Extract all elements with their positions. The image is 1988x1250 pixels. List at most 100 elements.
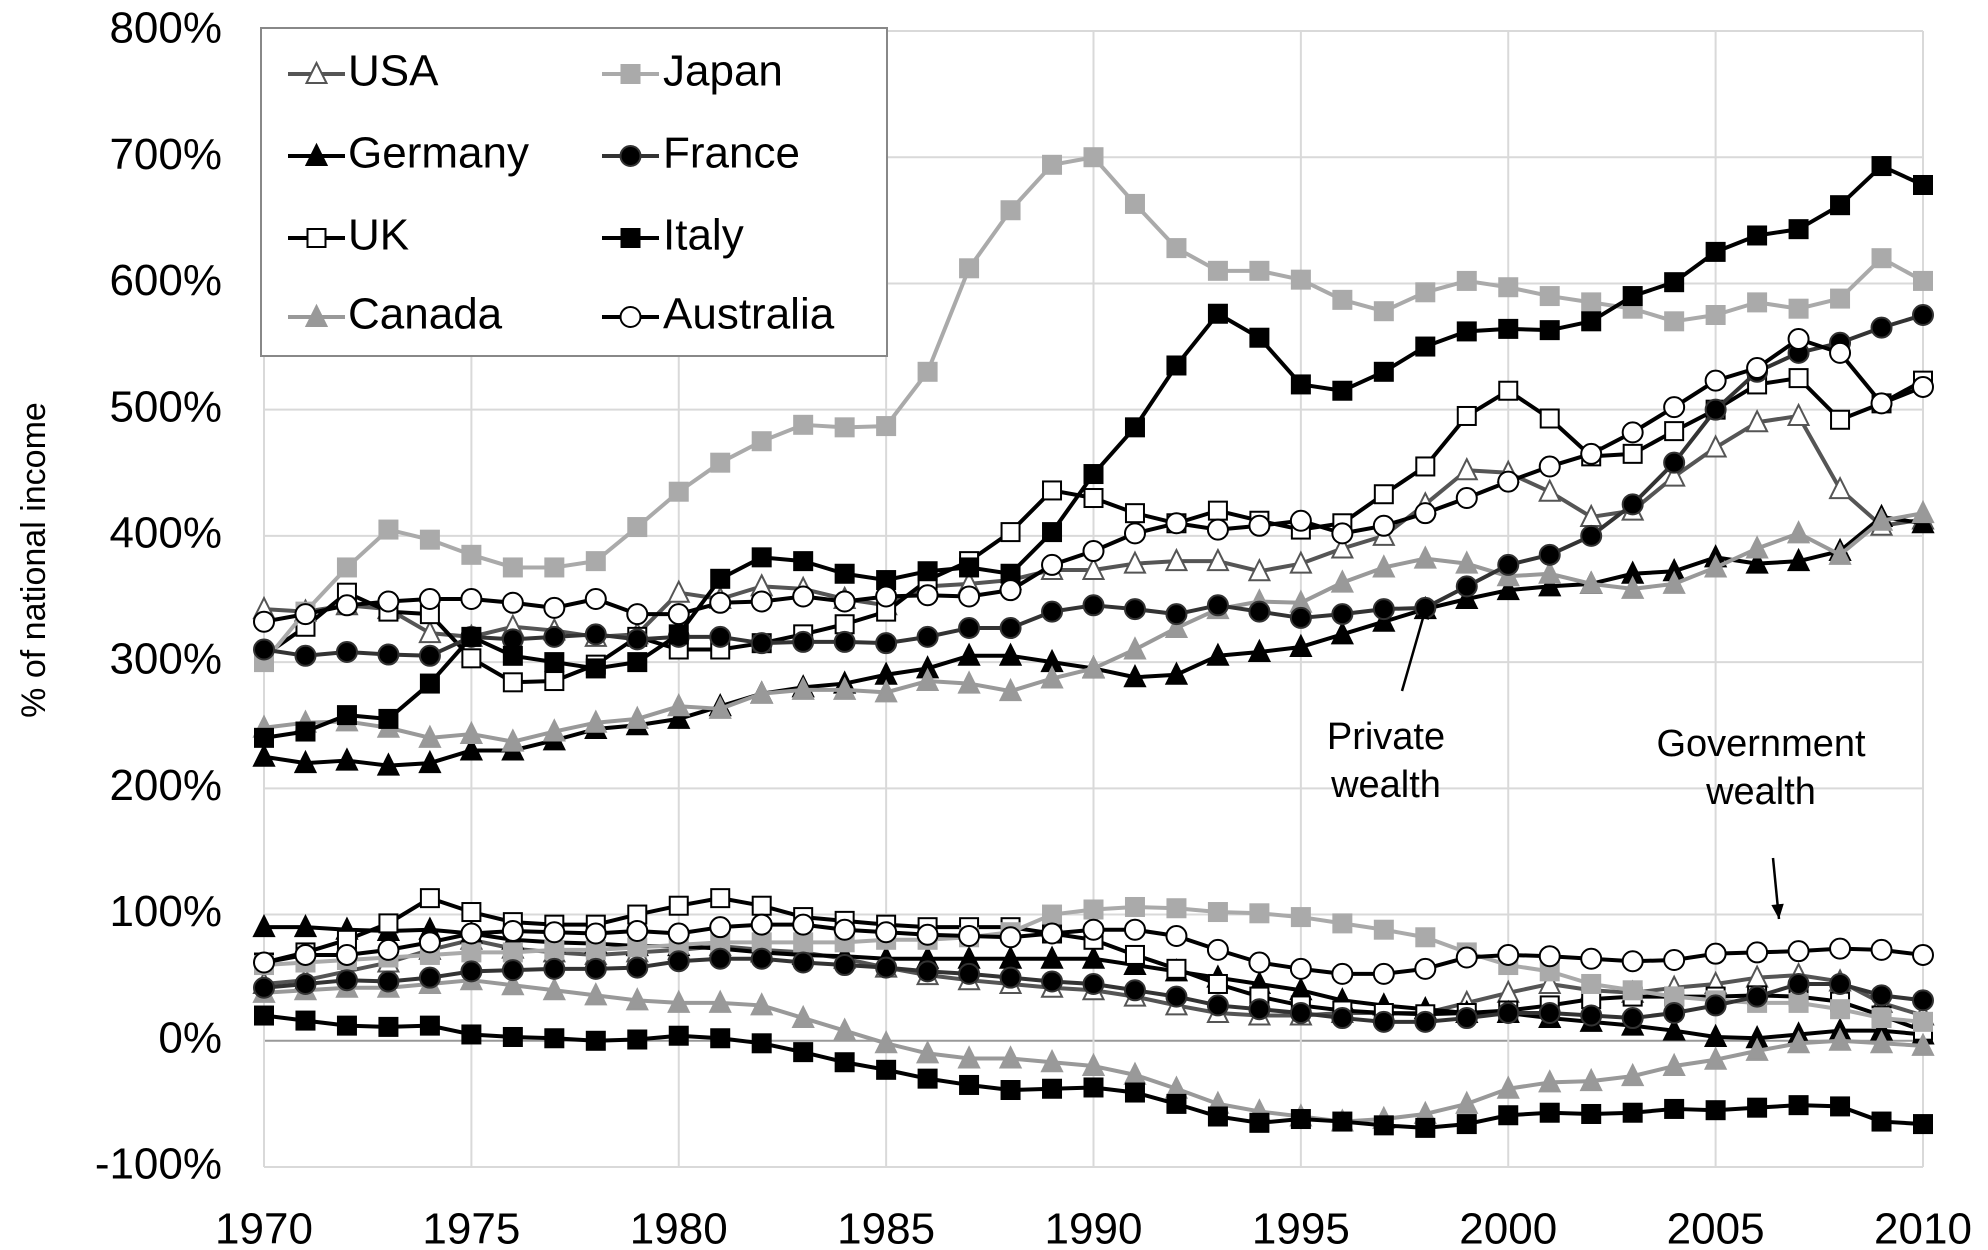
marker bbox=[1829, 972, 1852, 995]
marker bbox=[1830, 1096, 1851, 1117]
marker bbox=[1331, 962, 1354, 985]
marker bbox=[502, 942, 523, 963]
marker bbox=[419, 673, 440, 694]
marker bbox=[1538, 1069, 1562, 1093]
marker bbox=[1497, 943, 1520, 966]
marker bbox=[750, 947, 773, 970]
marker bbox=[958, 962, 981, 985]
marker bbox=[1871, 248, 1892, 269]
marker bbox=[1663, 1002, 1686, 1025]
marker bbox=[1206, 994, 1229, 1017]
marker bbox=[459, 720, 483, 745]
marker bbox=[1579, 570, 1603, 594]
marker bbox=[335, 969, 358, 992]
marker bbox=[1414, 502, 1437, 525]
marker bbox=[916, 960, 939, 983]
marker bbox=[1746, 985, 1769, 1008]
marker bbox=[750, 913, 773, 936]
marker bbox=[1455, 1007, 1478, 1030]
marker bbox=[304, 142, 329, 166]
marker bbox=[667, 922, 690, 945]
marker bbox=[1455, 585, 1479, 609]
marker bbox=[1000, 522, 1021, 543]
marker bbox=[544, 939, 565, 960]
marker bbox=[1538, 1002, 1561, 1025]
marker bbox=[1456, 1114, 1477, 1135]
legend-label: UK bbox=[348, 211, 409, 260]
y-tick-label: -100% bbox=[95, 1140, 222, 1189]
marker bbox=[710, 888, 731, 909]
marker bbox=[999, 926, 1022, 949]
marker bbox=[1042, 904, 1063, 925]
marker bbox=[750, 632, 773, 655]
annotation: Private bbox=[1327, 716, 1445, 758]
marker bbox=[1372, 598, 1395, 621]
marker bbox=[1913, 1114, 1933, 1135]
marker bbox=[998, 677, 1023, 702]
marker bbox=[793, 932, 814, 953]
marker bbox=[1830, 195, 1851, 216]
marker bbox=[667, 693, 691, 717]
marker bbox=[1580, 442, 1603, 465]
marker bbox=[709, 625, 732, 648]
marker bbox=[544, 1028, 565, 1049]
marker bbox=[1869, 507, 1894, 531]
marker bbox=[1081, 556, 1106, 580]
marker bbox=[1206, 594, 1229, 617]
marker bbox=[1331, 603, 1354, 626]
marker bbox=[1373, 361, 1394, 382]
marker bbox=[418, 749, 442, 774]
marker bbox=[668, 895, 689, 916]
marker bbox=[1124, 896, 1145, 917]
marker bbox=[1206, 518, 1229, 541]
marker bbox=[1870, 984, 1893, 1007]
marker bbox=[1538, 573, 1562, 597]
marker bbox=[1788, 298, 1809, 319]
marker bbox=[1745, 550, 1769, 574]
marker bbox=[1622, 980, 1643, 1001]
marker bbox=[1332, 1111, 1353, 1132]
marker bbox=[626, 919, 649, 942]
marker bbox=[1207, 973, 1228, 994]
marker bbox=[336, 705, 357, 726]
marker bbox=[1498, 380, 1519, 401]
marker bbox=[1828, 1027, 1852, 1051]
marker bbox=[1415, 456, 1436, 477]
marker bbox=[1497, 553, 1520, 576]
marker bbox=[1911, 1032, 1935, 1056]
marker bbox=[1248, 514, 1271, 537]
marker bbox=[418, 588, 441, 610]
marker bbox=[1042, 480, 1063, 501]
marker bbox=[620, 228, 641, 248]
marker bbox=[834, 1052, 855, 1073]
marker bbox=[1455, 575, 1478, 598]
marker bbox=[708, 695, 732, 719]
marker bbox=[791, 676, 815, 700]
marker bbox=[295, 721, 316, 742]
marker bbox=[1912, 304, 1934, 326]
marker bbox=[584, 982, 608, 1006]
marker bbox=[1041, 922, 1064, 945]
marker bbox=[1247, 638, 1272, 663]
marker bbox=[1124, 1082, 1145, 1103]
marker bbox=[625, 987, 649, 1011]
marker bbox=[792, 585, 815, 608]
marker bbox=[1788, 992, 1809, 1013]
x-tick-label: 1980 bbox=[630, 1205, 728, 1250]
marker bbox=[502, 645, 523, 666]
marker bbox=[418, 644, 441, 667]
marker bbox=[253, 638, 275, 661]
marker bbox=[1456, 321, 1477, 342]
marker bbox=[1787, 940, 1810, 963]
marker bbox=[1083, 147, 1104, 168]
marker bbox=[1123, 979, 1146, 1002]
marker bbox=[1664, 1098, 1685, 1119]
marker bbox=[668, 624, 689, 645]
legend-label: France bbox=[663, 129, 800, 178]
marker bbox=[1498, 277, 1519, 298]
x-tick-label: 2000 bbox=[1459, 1205, 1557, 1250]
marker bbox=[544, 671, 565, 692]
marker bbox=[958, 617, 981, 640]
annotation: wealth bbox=[1330, 764, 1441, 806]
marker bbox=[1083, 1077, 1104, 1098]
